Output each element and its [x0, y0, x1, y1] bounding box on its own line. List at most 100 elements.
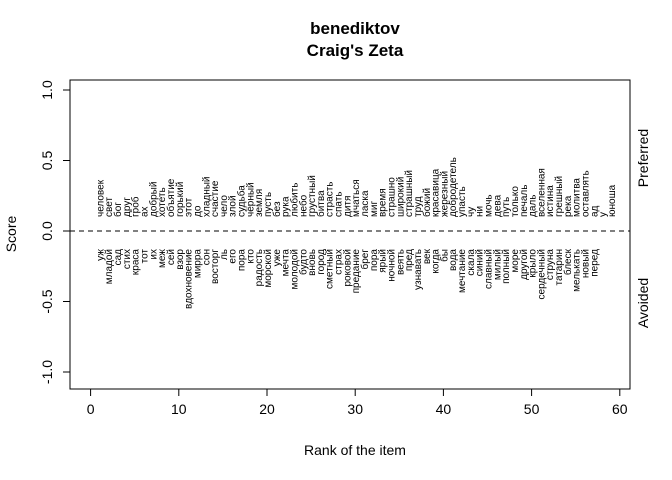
avoided-word: сердечный — [536, 249, 547, 299]
x-tick-label: 20 — [259, 401, 275, 417]
avoided-word: уж — [95, 249, 106, 261]
avoided-word: перед — [589, 249, 600, 277]
preferred-word: хотеть — [157, 187, 168, 217]
avoided-word: страх — [334, 249, 345, 275]
avoided-word: пред — [404, 249, 415, 271]
avoided-word: уже — [272, 249, 283, 267]
avoided-word: сметный — [325, 249, 336, 289]
avoided-word: струна — [545, 249, 556, 281]
x-tick-label: 60 — [612, 401, 628, 417]
preferred-word: чёрный — [245, 182, 256, 217]
avoided-word: синий — [475, 249, 486, 276]
preferred-word: чу — [466, 207, 477, 217]
preferred-word: вселенная — [536, 168, 547, 217]
preferred-word: широкий — [395, 177, 406, 217]
x-axis-label: Rank of the item — [304, 442, 406, 458]
chart-title: benediktov — [310, 19, 400, 38]
preferred-word: страшный — [404, 170, 415, 217]
avoided-word: будто — [297, 249, 309, 275]
avoided-word: ль — [219, 249, 230, 260]
preferred-word: дитя — [342, 196, 353, 217]
avoided-word: другой — [519, 249, 530, 280]
avoided-words: ужмладойсадстихкрасатотихмежсейвзорвдохн… — [95, 248, 600, 309]
avoided-word: сей — [166, 249, 177, 265]
avoided-word: взор — [175, 249, 186, 270]
avoided-word: полный — [501, 249, 512, 284]
preferred-word: миг — [369, 201, 380, 217]
avoided-word: его — [228, 249, 239, 264]
avoided-word: сад — [113, 249, 124, 266]
preferred-word: гроб — [130, 196, 142, 217]
preferred-word: грешный — [554, 176, 565, 217]
avoided-word: стих — [122, 249, 133, 269]
preferred-word: без — [271, 201, 283, 217]
preferred-word: река — [563, 195, 574, 217]
y-axis: -1.0 -0.5 0.0 0.5 1.0 — [39, 80, 71, 384]
avoided-word: восторг — [210, 249, 221, 284]
preferred-word: ах — [140, 206, 151, 217]
avoided-word: славный — [484, 249, 495, 289]
avoided-word: пора — [369, 249, 380, 272]
avoided-word: тот — [140, 249, 151, 264]
preferred-word: спать — [334, 191, 345, 217]
preferred-word: жерезный — [439, 171, 450, 217]
avoided-word: молодой — [289, 249, 300, 290]
preferred-word: хладный — [201, 176, 212, 217]
preferred-word: бог — [112, 202, 124, 217]
y-tick-label: 0.5 — [39, 151, 55, 171]
preferred-word: божий — [421, 188, 433, 217]
preferred-word: грустный — [307, 175, 318, 217]
preferred-word: злой — [228, 195, 239, 217]
avoided-word: мелькать — [572, 249, 583, 292]
y-tick-label: -0.5 — [39, 289, 55, 313]
avoided-word: пора — [237, 249, 248, 272]
preferred-word: до — [192, 205, 203, 217]
preferred-word: друг — [122, 197, 133, 217]
avoided-word: мечтание — [457, 249, 468, 293]
avoided-word: брег — [359, 249, 371, 270]
avoided-word: милый — [492, 249, 503, 280]
preferred-word: пусть — [263, 192, 274, 217]
avoided-word: узнавать — [413, 249, 424, 290]
avoided-word: ночной — [386, 249, 397, 282]
preferred-word: добрый — [147, 182, 159, 217]
preferred-word: свет — [104, 197, 115, 217]
x-tick-label: 40 — [436, 401, 452, 417]
preferred-word: у — [598, 212, 609, 217]
x-tick-label: 50 — [524, 401, 540, 417]
avoided-word: новый — [581, 249, 592, 278]
avoided-word: век — [422, 248, 433, 264]
y-axis-label: Score — [3, 216, 19, 253]
preferred-word: труд — [413, 196, 424, 217]
preferred-word: дева — [492, 194, 503, 217]
avoided-word: блеск — [562, 248, 574, 275]
preferred-word: счастие — [210, 180, 221, 217]
preferred-word: объятие — [165, 178, 177, 217]
avoided-word: веять — [395, 249, 406, 275]
avoided-word: мечта — [281, 249, 292, 277]
preferred-word: печаль — [519, 185, 530, 217]
preferred-word: человек — [95, 179, 106, 217]
preferred-word: чело — [219, 195, 230, 217]
preferred-word: даль — [528, 195, 539, 217]
preferred-word: земля — [254, 189, 265, 217]
preferred-word: оставлять — [581, 170, 592, 217]
avoided-word: меж — [157, 249, 168, 268]
y-tick-label: 0.0 — [39, 221, 55, 241]
preferred-word: истина — [545, 185, 556, 217]
preferred-word: ласка — [360, 190, 371, 217]
avoided-word: скала — [466, 249, 477, 276]
avoided-word: вдохновение — [184, 249, 195, 309]
preferred-word: битва — [315, 190, 327, 217]
avoided-word: сон — [201, 249, 212, 265]
avoided-word: бы — [438, 249, 450, 262]
avoided-word: крыло — [528, 249, 539, 278]
avoided-word: морской — [263, 249, 274, 288]
avoided-word: вода — [448, 249, 459, 271]
preferred-word: молитва — [572, 178, 583, 217]
x-tick-label: 0 — [87, 401, 95, 417]
preferred-word: мчаться — [351, 179, 362, 217]
preferred-word: только — [510, 186, 521, 217]
preferred-word: упасть — [457, 186, 468, 217]
avoided-word: когда — [431, 249, 442, 274]
